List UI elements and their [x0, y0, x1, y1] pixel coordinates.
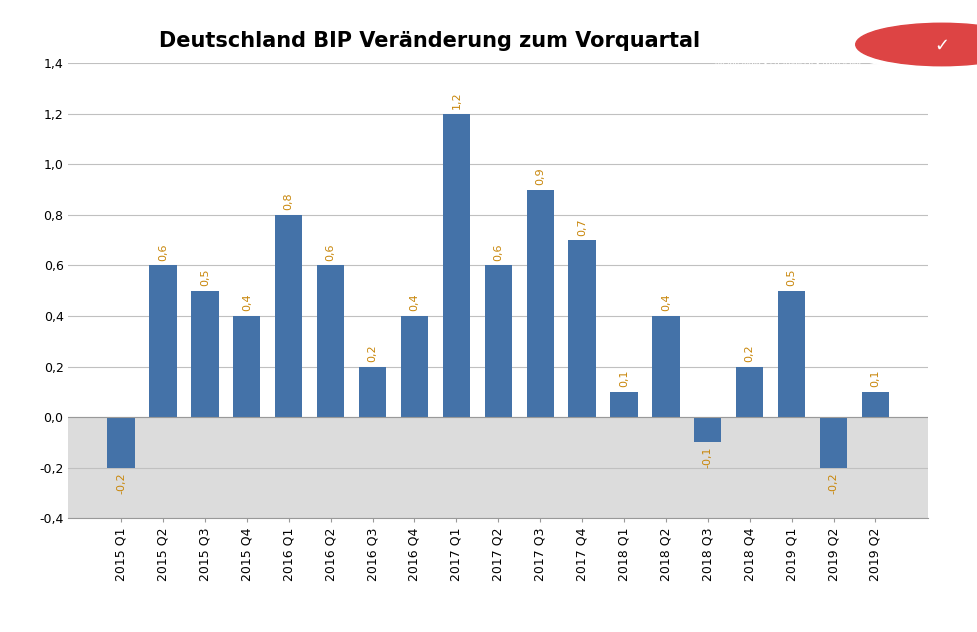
Text: 0,9: 0,9	[535, 167, 545, 185]
Text: 0,4: 0,4	[660, 294, 671, 312]
Bar	[820, 417, 847, 468]
Text: 0,1: 0,1	[871, 370, 880, 387]
Text: -0,1: -0,1	[702, 447, 713, 468]
Text: ✓: ✓	[934, 37, 950, 55]
Bar	[485, 265, 512, 417]
Text: 0,6: 0,6	[325, 243, 336, 261]
Text: 0,4: 0,4	[409, 294, 419, 312]
Text: 0,4: 0,4	[242, 294, 252, 312]
Text: -0,2: -0,2	[116, 472, 126, 494]
Text: 0,2: 0,2	[367, 344, 377, 362]
Bar	[736, 367, 763, 417]
Bar	[862, 392, 889, 417]
Title: Deutschland BIP Veränderung zum Vorquartal: Deutschland BIP Veränderung zum Vorquart…	[159, 30, 701, 51]
Text: stockstreet.de: stockstreet.de	[714, 28, 857, 46]
Text: 1,2: 1,2	[451, 92, 461, 109]
Bar	[401, 316, 428, 417]
Text: 0,6: 0,6	[493, 243, 503, 261]
Bar	[653, 316, 680, 417]
Bar	[569, 240, 596, 417]
Bar	[317, 265, 344, 417]
Bar	[191, 291, 219, 417]
Circle shape	[856, 23, 977, 66]
Text: -0,2: -0,2	[828, 472, 838, 494]
Text: 0,1: 0,1	[619, 370, 629, 387]
Bar	[276, 215, 302, 417]
Bar	[527, 190, 554, 417]
Bar	[695, 417, 721, 442]
Circle shape	[839, 19, 977, 70]
Text: unabhängig • strategisch • treffsicher: unabhängig • strategisch • treffsicher	[714, 60, 862, 69]
Bar	[234, 316, 261, 417]
Text: 0,7: 0,7	[577, 218, 587, 236]
Text: 0,6: 0,6	[158, 243, 168, 261]
Bar	[443, 114, 470, 417]
Text: 0,2: 0,2	[744, 344, 754, 362]
Text: 0,8: 0,8	[283, 193, 294, 210]
Bar	[149, 265, 177, 417]
Bar	[778, 291, 805, 417]
Bar	[68, 417, 928, 518]
Text: 0,5: 0,5	[200, 269, 210, 286]
Text: 0,5: 0,5	[786, 269, 796, 286]
Bar	[107, 417, 135, 468]
Bar	[611, 392, 638, 417]
Bar	[359, 367, 386, 417]
